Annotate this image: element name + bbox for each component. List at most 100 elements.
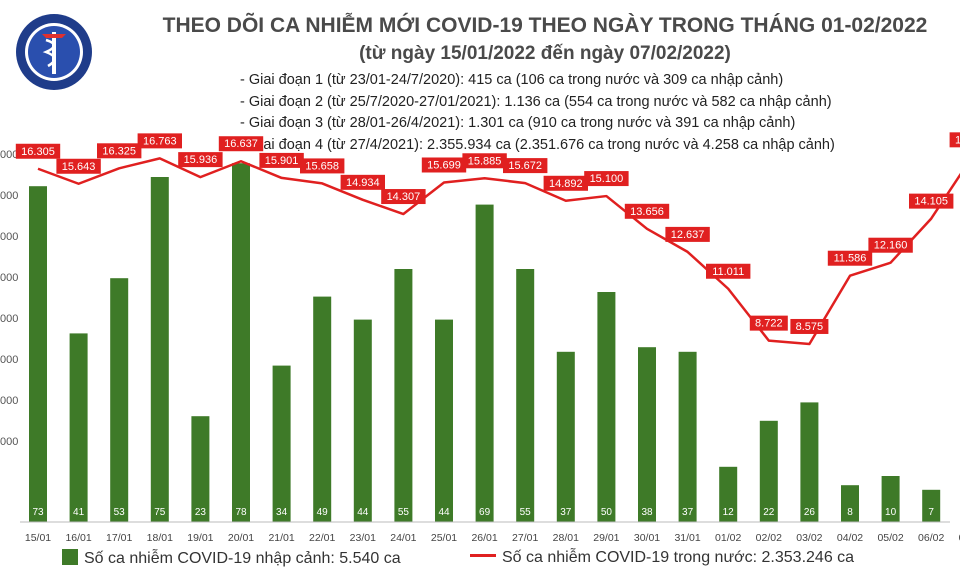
x-tick-label: 16/01 <box>65 532 91 544</box>
line-label-text: 11.011 <box>712 266 744 278</box>
line-value-label: 8.722 <box>749 315 788 331</box>
x-tick-label: 20/01 <box>228 532 254 544</box>
line-value-label: 11.011 <box>706 263 751 279</box>
line-value-label: 13.656 <box>624 203 670 219</box>
x-tick-label: 30/01 <box>634 532 660 544</box>
legend-line-swatch <box>470 554 496 557</box>
line-label-text: 14.307 <box>387 191 421 203</box>
line-value-label: 15.672 <box>503 158 548 174</box>
ministry-of-health-logo <box>16 14 92 90</box>
line-label-text: 15.100 <box>590 173 624 185</box>
line-label-text: 16.325 <box>102 145 136 157</box>
line-value-label: 15.643 <box>56 158 101 174</box>
bar <box>719 466 738 522</box>
x-tick-label: 28/01 <box>553 532 579 544</box>
line-label-text: 15.672 <box>508 160 542 172</box>
line-label-box <box>868 237 913 253</box>
bar <box>69 333 88 522</box>
bar <box>150 177 169 522</box>
bar-value-label: 23 <box>195 507 207 518</box>
line-label-box <box>137 133 182 149</box>
bar-value-label: 55 <box>398 507 410 518</box>
bar <box>29 186 47 522</box>
x-tick-label: 03/02 <box>796 532 822 544</box>
line-value-label: 11.586 <box>827 250 873 266</box>
x-tick-label: 27/01 <box>512 532 538 544</box>
series-line <box>37 157 960 346</box>
line-label-text: 15.885 <box>468 155 502 167</box>
line-value-label: 15.699 <box>421 157 467 173</box>
y-tick-label: 000 <box>0 354 18 366</box>
y-axis-ticks: 000 000 000 000 000 000 000 000 <box>0 149 18 448</box>
line-label-box <box>218 136 264 152</box>
bar-value-label: 22 <box>763 507 775 518</box>
line-label-box <box>381 189 426 205</box>
x-tick-label: 15/01 <box>25 532 51 544</box>
line-value-labels: 16.305 15.643 16.325 16.763 15.936 16.637 15.9… <box>15 132 960 334</box>
bar <box>678 351 697 522</box>
bar-value-label: 49 <box>317 507 329 518</box>
bar <box>475 204 494 522</box>
x-tick-label: 25/01 <box>431 532 457 544</box>
bar <box>556 351 575 522</box>
x-tick-label: 29/01 <box>593 532 619 544</box>
bar <box>597 292 616 522</box>
y-tick-label: 000 <box>0 313 18 325</box>
line-label-box <box>543 175 588 191</box>
bar <box>191 416 210 522</box>
bar-value-labels: 73 41 53 75 23 78 34 49 44 55 44 69 55 37 50 38 37 12 22 26… <box>32 507 934 518</box>
line-value-label: 14.307 <box>381 189 426 205</box>
line-value-label: 15.936 <box>178 152 223 168</box>
bar <box>800 402 819 522</box>
line-label-box <box>503 158 548 174</box>
legend-bar-entry: Số ca nhiễm COVID-19 nhập cảnh: 5.540 ca <box>62 549 401 568</box>
line-value-label: 15.885 <box>462 153 507 169</box>
line-label-box <box>15 143 61 159</box>
bar-value-label: 7 <box>928 507 934 518</box>
line-value-label: 15.658 <box>300 158 345 174</box>
line-value-label: 12.160 <box>868 237 913 253</box>
bar-value-label: 53 <box>114 507 126 518</box>
y-tick-label: 000 <box>0 231 18 243</box>
line-label-text: 13.656 <box>630 206 664 218</box>
chart-subtitle: (từ ngày 15/01/2022 đến ngày 07/02/2022) <box>359 43 731 64</box>
line-value-label: 16.637 <box>218 136 264 152</box>
bar <box>272 365 291 522</box>
line-label-box <box>949 132 960 148</box>
line-label-text: 12.160 <box>874 240 908 252</box>
line-label-text: 15.936 <box>184 154 218 166</box>
line-value-label: 16.305 <box>15 143 61 159</box>
line-label-text: 15.901 <box>265 155 299 167</box>
legend-bar-swatch <box>62 549 78 565</box>
line-value-label: 14.892 <box>543 175 588 191</box>
y-tick-label: 000 <box>0 190 18 202</box>
line-label-text: 11.586 <box>834 253 867 265</box>
x-tick-label: 04/02 <box>837 532 863 544</box>
line-label-box <box>56 158 101 174</box>
bar <box>394 269 413 522</box>
x-tick-label: 19/01 <box>187 532 213 544</box>
bar <box>881 476 900 522</box>
line-label-text: 14.934 <box>346 177 380 189</box>
bar-value-label: 50 <box>601 507 613 518</box>
bar <box>638 347 656 522</box>
bar-value-label: 8 <box>847 507 853 518</box>
x-tick-label: 21/01 <box>268 532 294 544</box>
bar <box>232 163 250 522</box>
bar <box>435 319 453 522</box>
line-value-label: 8.575 <box>790 318 829 334</box>
line-label-text: 15.699 <box>427 159 461 171</box>
phase-note-3: - Giai đoạn 3 (từ 28/01-26/4/2021): 1.30… <box>240 115 796 131</box>
bar-value-label: 37 <box>682 507 694 518</box>
line-label-text: 15.658 <box>305 160 339 172</box>
x-tick-label: 01/02 <box>715 532 741 544</box>
x-tick-label: 06/02 <box>918 532 944 544</box>
line-value-label: 14.105 <box>909 193 954 209</box>
bar <box>516 269 535 522</box>
line-value-label: 16.325 <box>97 143 142 159</box>
line-value-label: 15.100 <box>584 171 629 187</box>
bar <box>110 278 129 522</box>
bar <box>759 420 778 522</box>
line-label-text: 16.305 <box>21 146 55 158</box>
